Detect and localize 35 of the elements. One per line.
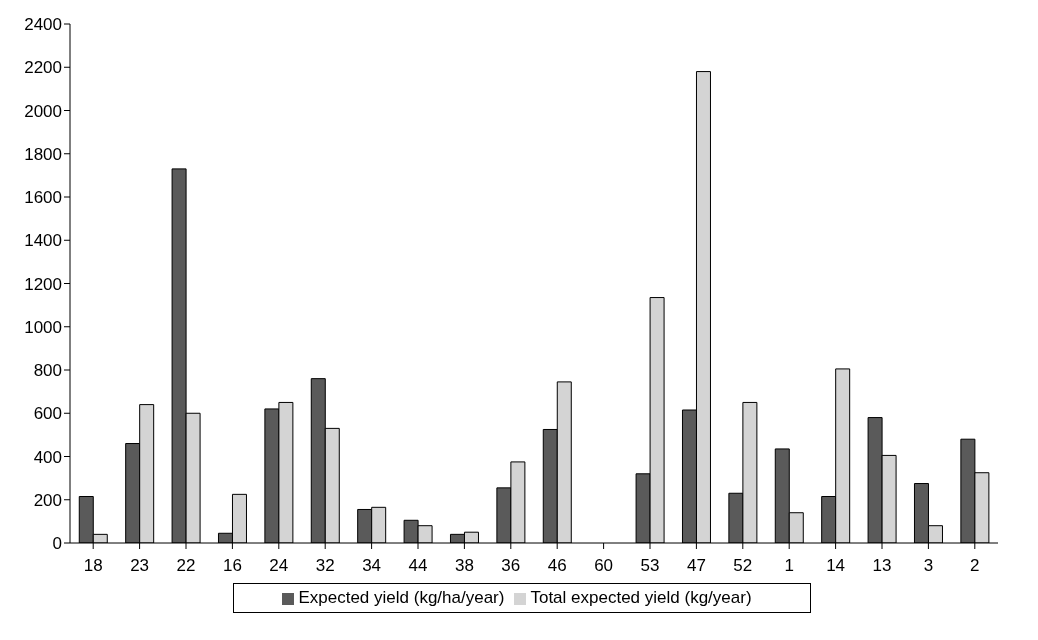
x-tick-label: 13: [872, 556, 892, 576]
x-tick-label: 2: [970, 556, 980, 576]
x-tick-label: 16: [222, 556, 242, 576]
x-tick-label: 34: [362, 556, 382, 576]
y-tick-label: 1000: [24, 317, 62, 337]
x-tick-label: 23: [130, 556, 150, 576]
x-tick-label: 52: [733, 556, 753, 576]
x-tick-label: 24: [269, 556, 289, 576]
y-tick-label: 2200: [24, 58, 62, 78]
x-tick-label: 44: [408, 556, 428, 576]
y-tick-label: 1800: [24, 144, 62, 164]
y-tick-label: 400: [33, 447, 62, 467]
x-tick-label: 22: [176, 556, 196, 576]
x-tick-label: 60: [594, 556, 614, 576]
x-tick-label: 3: [923, 556, 934, 576]
x-tick-label: 38: [454, 556, 474, 576]
y-tick-label: 1200: [24, 274, 62, 294]
x-tick-label: 18: [83, 556, 103, 576]
y-tick-label: 600: [33, 404, 62, 424]
x-tick-label: 46: [547, 556, 567, 576]
y-tick-label: 0: [52, 534, 62, 554]
x-tick-label: 1: [784, 556, 794, 576]
y-tick-label: 2000: [24, 101, 62, 121]
x-tick-label: 36: [501, 556, 521, 576]
legend-label: Total expected yield (kg/year): [530, 588, 752, 607]
x-tick-label: 47: [686, 556, 706, 576]
y-tick-label: 1400: [24, 231, 62, 251]
x-tick-label: 53: [640, 556, 660, 576]
y-tick-label: 200: [33, 490, 62, 510]
y-tick-label: 800: [33, 361, 62, 381]
x-tick-label: 32: [315, 556, 335, 576]
y-tick-label: 1600: [24, 188, 62, 208]
legend-label: Expected yield (kg/ha/year): [298, 588, 505, 607]
y-tick-label: 2400: [24, 15, 62, 35]
x-tick-label: 14: [826, 556, 846, 576]
